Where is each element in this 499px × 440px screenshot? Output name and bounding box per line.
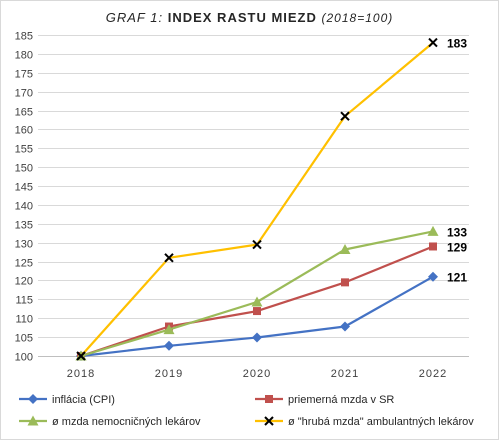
y-tick-label: 110 — [15, 314, 33, 326]
data-point — [164, 340, 174, 351]
data-point — [252, 239, 262, 250]
chart-title-suffix: (2018=100) — [321, 11, 394, 25]
y-tick-label: 160 — [15, 125, 33, 137]
y-tick-label: 150 — [15, 163, 33, 175]
marker-stroke — [264, 416, 274, 426]
y-tick-label: 130 — [15, 239, 33, 251]
legend-marker — [28, 394, 38, 404]
y-tick-label: 175 — [15, 69, 33, 81]
y-tick-label: 100 — [15, 352, 33, 364]
data-point — [429, 242, 437, 251]
series-3 — [76, 37, 438, 361]
y-tick-label: 105 — [15, 333, 33, 345]
marker-stroke — [164, 253, 174, 263]
data-point — [340, 111, 350, 121]
data-point — [252, 332, 262, 343]
marker-stroke — [76, 351, 86, 361]
y-tick-label: 180 — [15, 50, 33, 62]
data-label: 129 — [447, 240, 467, 254]
data-point — [76, 351, 86, 361]
chart-title-main: INDEX RASTU MIEZD — [167, 10, 317, 25]
data-point — [164, 253, 174, 263]
y-tick-label: 120 — [15, 276, 33, 288]
x-tick-label: 2022 — [419, 368, 447, 380]
data-point — [427, 225, 439, 236]
marker-stroke — [428, 37, 438, 48]
legend-marker — [264, 416, 274, 426]
data-point — [341, 278, 349, 287]
data-point — [253, 307, 261, 316]
legend-item: priemerná mzda v SR — [255, 394, 394, 406]
chart-title: GRAF 1: INDEX RASTU MIEZD (2018=100) — [1, 10, 498, 25]
x-tick-label: 2018 — [67, 368, 95, 380]
y-tick-label: 115 — [15, 295, 33, 307]
y-tick-label: 185 — [15, 31, 33, 43]
data-label: 183 — [447, 37, 467, 51]
data-point — [339, 244, 351, 255]
y-tick-label: 140 — [15, 201, 33, 213]
y-tick-label: 165 — [15, 107, 33, 119]
chart-title-prefix: GRAF 1: — [105, 10, 164, 25]
marker-stroke — [252, 239, 262, 250]
x-tick-label: 2021 — [331, 368, 359, 380]
data-label: 121 — [447, 271, 467, 285]
y-tick-label: 155 — [15, 144, 33, 156]
series-line — [80, 275, 434, 358]
legend-label: ø "hrubá mzda" ambulantných lekárov — [288, 416, 474, 428]
legend-item: ø mzda nemocničných lekárov — [19, 415, 201, 428]
legend-item: ø "hrubá mzda" ambulantných lekárov — [255, 416, 474, 428]
y-tick-label: 125 — [15, 258, 33, 270]
data-point — [340, 321, 350, 332]
data-point — [163, 324, 175, 335]
data-point — [428, 37, 438, 48]
series-0 — [76, 271, 438, 361]
y-tick-label: 135 — [15, 220, 33, 232]
legend-label: inflácia (CPI) — [52, 394, 115, 406]
x-tick-label: 2020 — [243, 368, 271, 380]
data-point — [428, 271, 438, 282]
legend-marker — [27, 415, 39, 426]
x-tick-label: 2019 — [155, 368, 183, 380]
legend-label: priemerná mzda v SR — [288, 394, 394, 406]
data-point — [251, 296, 263, 307]
y-tick-label: 170 — [15, 88, 33, 100]
y-tick-label: 145 — [15, 182, 33, 194]
marker-stroke — [340, 111, 350, 121]
legend-label: ø mzda nemocničných lekárov — [52, 416, 201, 428]
legend-item: inflácia (CPI) — [19, 394, 115, 406]
legend-marker — [265, 395, 273, 403]
data-label: 133 — [447, 225, 467, 239]
y-gridlines — [38, 35, 469, 357]
